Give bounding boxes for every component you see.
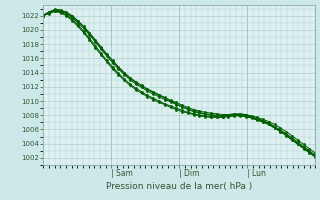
X-axis label: Pression niveau de la mer( hPa ): Pression niveau de la mer( hPa ) — [106, 182, 252, 191]
